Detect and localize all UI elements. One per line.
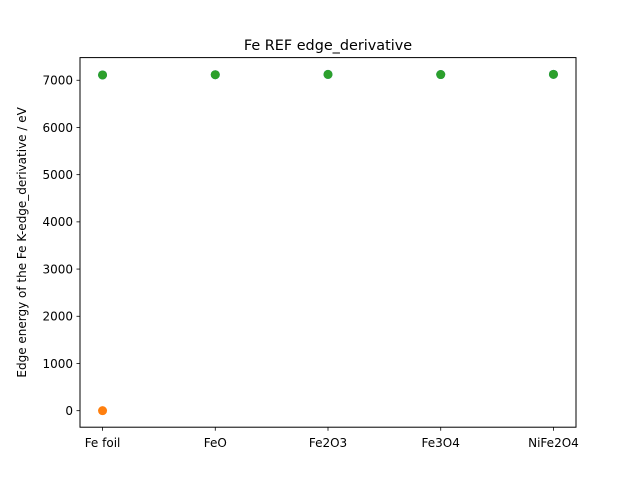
data-point-series-2 [98, 406, 108, 416]
plot-frame [79, 57, 577, 428]
data-point-series-3 [323, 69, 333, 79]
y-axis-label: Edge energy of the Fe K-edge_derivative … [15, 106, 29, 377]
y-tick-label: 6000 [42, 121, 73, 135]
x-tick-label: Fe2O3 [309, 436, 347, 450]
data-point-series-3 [436, 70, 446, 80]
data-point-series-3 [548, 69, 558, 79]
chart-title: Fe REF edge_derivative [244, 38, 412, 54]
y-tick-label: 0 [65, 404, 73, 418]
y-tick-label: 4000 [42, 215, 73, 229]
y-tick-label: 2000 [42, 310, 73, 324]
x-axis-ticks: Fe foil FeO Fe2O3 Fe3O4 NiFe2O4 [85, 427, 579, 450]
x-tick-label: Fe3O4 [422, 436, 460, 450]
data-point-series-3 [98, 70, 108, 80]
y-tick-label: 7000 [42, 74, 73, 88]
y-tick-label: 1000 [42, 357, 73, 371]
x-tick-label: NiFe2O4 [528, 436, 579, 450]
y-tick-label: 5000 [42, 168, 73, 182]
data-point-series-3 [210, 70, 220, 80]
x-tick-label: Fe foil [85, 436, 121, 450]
y-axis-ticks: 0 1000 2000 3000 4000 5000 6000 7000 [42, 74, 80, 418]
y-tick-label: 3000 [42, 262, 73, 276]
plot-marks [98, 69, 558, 416]
x-tick-label: FeO [204, 436, 227, 450]
